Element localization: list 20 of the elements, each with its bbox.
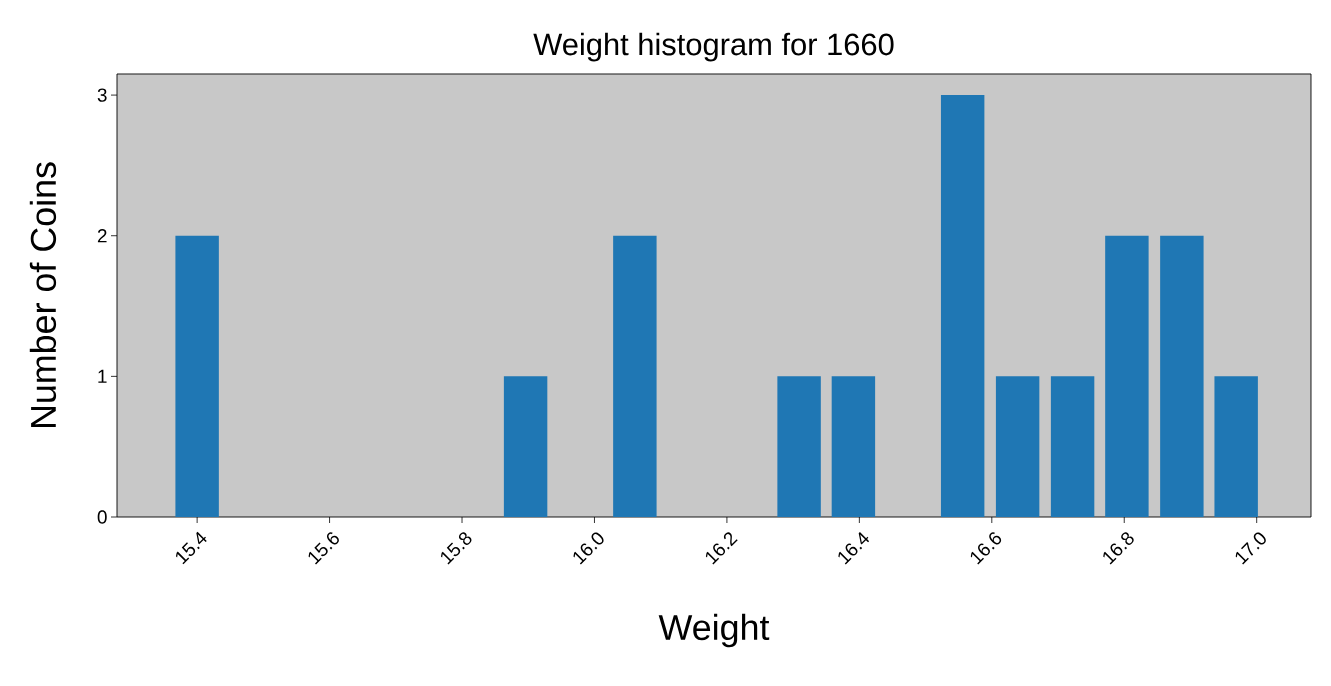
x-axis-title: Weight: [658, 613, 770, 648]
bar: [503, 376, 548, 517]
chart-title: Weight histogram for 1660: [533, 32, 894, 62]
bar: [995, 376, 1040, 517]
y-tick-label: 3: [97, 88, 107, 102]
bar: [613, 235, 657, 517]
bar: [1160, 235, 1204, 517]
bar: [1050, 376, 1095, 517]
x-tick-label: 15.6: [308, 532, 339, 565]
y-tick-label: 0: [97, 510, 107, 524]
bar: [1105, 235, 1149, 517]
y-tick-label: 1: [98, 369, 107, 383]
bar: [175, 235, 219, 517]
bar: [831, 376, 876, 517]
bar: [940, 95, 985, 517]
y-tick-label: 2: [97, 229, 107, 243]
bar: [777, 376, 821, 517]
x-tick-label: 15.4: [175, 531, 207, 565]
bar: [1214, 376, 1258, 517]
y-axis-title: Number of Coins: [29, 162, 57, 428]
